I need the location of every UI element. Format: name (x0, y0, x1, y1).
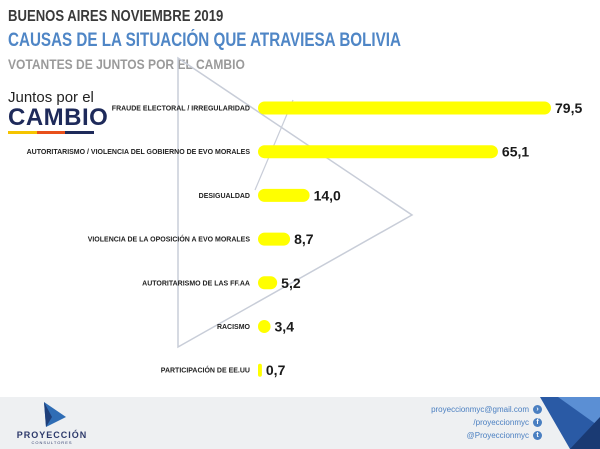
bar (258, 276, 278, 290)
footer: PROYECCIÓN CONSULTORES proyeccionmyc@gma… (0, 397, 600, 449)
bar (258, 188, 310, 202)
value-label: 79,5 (555, 100, 582, 116)
category-label: DESIGUALDAD (199, 193, 250, 200)
twitter-text[interactable]: @Proyeccionmyc (466, 431, 529, 440)
category-label: AUTORITARISMO DE LAS FF.AA (142, 280, 250, 287)
facebook-text[interactable]: /proyeccionmyc (473, 418, 529, 427)
footer-brand: PROYECCIÓN (16, 430, 88, 440)
contact-twitter[interactable]: @Proyeccionmyc t (467, 431, 542, 440)
category-label: VIOLENCIA DE LA OPOSICIÓN A EVO MORALES (88, 235, 251, 244)
twitter-icon: t (533, 431, 542, 440)
value-label: 8,7 (294, 231, 314, 247)
category-label: FRAUDE ELECTORAL / IRREGULARIDAD (112, 106, 250, 113)
category-label: RACISMO (217, 324, 251, 331)
value-label: 65,1 (502, 144, 529, 160)
proyeccion-logo-icon (44, 402, 66, 427)
chart-title: CAUSAS DE LA SITUACIÓN QUE ATRAVIESA BOL… (8, 30, 401, 51)
bar (258, 145, 498, 159)
contact-facebook[interactable]: /proyeccionmyc f (473, 418, 542, 427)
chart-subtitle: VOTANTES DE JUNTOS POR EL CAMBIO (8, 56, 245, 72)
bar-chart: FRAUDE ELECTORAL / IRREGULARIDAD 79,5 AUTO… (27, 56, 583, 378)
value-label: 0,7 (266, 362, 286, 378)
logo-line1: Juntos por el (8, 89, 94, 106)
value-label: 14,0 (314, 187, 341, 203)
logo-color-stripe (8, 131, 95, 134)
bars-group: FRAUDE ELECTORAL / IRREGULARIDAD 79,5 AUTO… (27, 100, 583, 378)
report-date: BUENOS AIRES NOVIEMBRE 2019 (8, 8, 224, 25)
value-label: 5,2 (281, 275, 301, 291)
juntos-por-el-cambio-logo: Juntos por el CAMBIO (8, 89, 109, 134)
bar (258, 232, 291, 246)
bar (258, 320, 271, 333)
watermark-line (254, 99, 294, 191)
corner-decoration (540, 397, 600, 449)
footer-brand-sub: CONSULTORES (31, 440, 73, 445)
value-label: 3,4 (275, 319, 295, 335)
email-text[interactable]: proyeccionmyc@gmail.com (431, 405, 529, 414)
facebook-icon: f (533, 418, 542, 427)
arrow-icon: › (533, 405, 542, 414)
contact-email[interactable]: proyeccionmyc@gmail.com › (431, 405, 542, 414)
logo-line2: CAMBIO (8, 104, 109, 131)
bar (258, 363, 262, 377)
bar (258, 101, 551, 115)
category-label: PARTICIPACIÓN DE EE.UU (161, 366, 250, 375)
category-label: AUTORITARISMO / VIOLENCIA DEL GOBIERNO D… (27, 149, 251, 156)
watermark-triangle (177, 56, 414, 349)
